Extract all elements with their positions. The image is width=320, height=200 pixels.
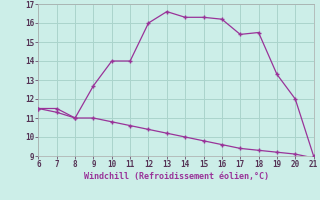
X-axis label: Windchill (Refroidissement éolien,°C): Windchill (Refroidissement éolien,°C) (84, 172, 268, 181)
